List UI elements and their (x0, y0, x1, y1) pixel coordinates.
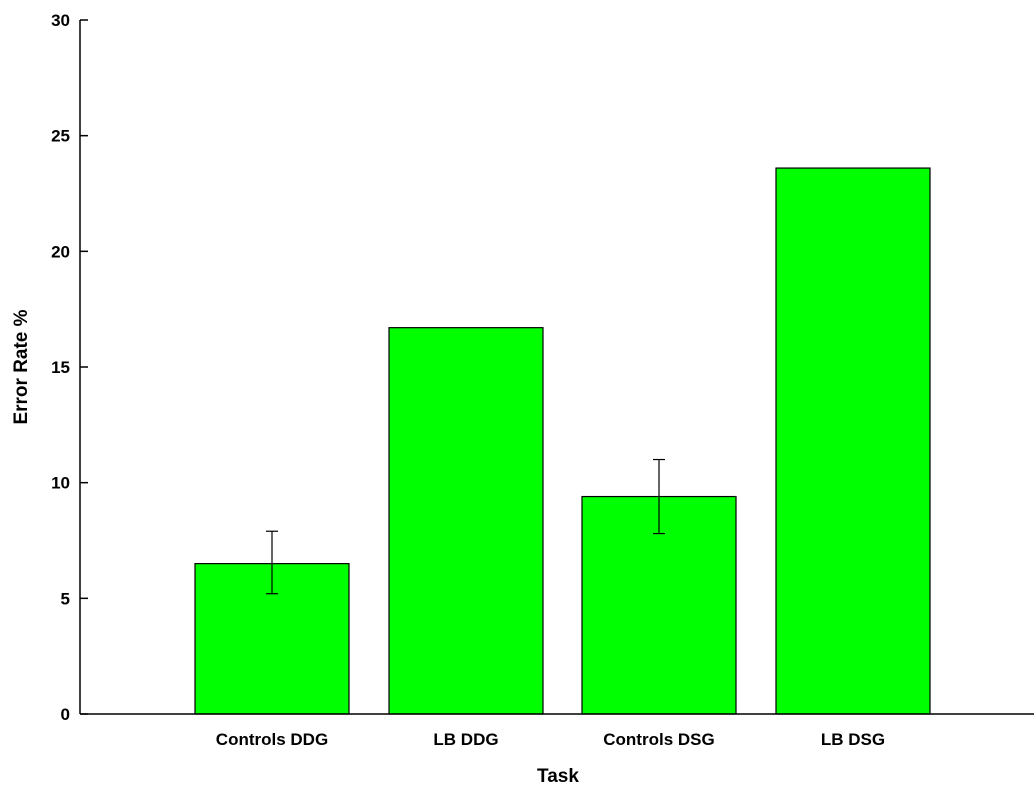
bar (775, 167, 931, 715)
y-axis-title: Error Rate % (11, 309, 32, 424)
x-category-label: LB DSG (821, 730, 885, 749)
error-bars-layer (266, 458, 665, 595)
x-category-label: Controls DSG (603, 730, 714, 749)
bars-layer (194, 167, 931, 715)
y-tick-label: 5 (61, 589, 70, 608)
y-tick-label: 10 (51, 474, 70, 493)
y-ticks-layer: 0 5 10 15 20 25 30 (51, 11, 88, 724)
x-category-label: Controls DDG (216, 730, 328, 749)
bar (388, 327, 544, 715)
x-axis-title: Task (537, 766, 579, 785)
x-labels-layer: Controls DDG LB DDG Controls DSG LB DSG (216, 730, 885, 749)
x-category-label: LB DDG (433, 730, 498, 749)
y-tick-label: 30 (51, 11, 70, 30)
y-tick-label: 15 (51, 358, 70, 377)
y-tick-label: 20 (51, 242, 70, 261)
y-tick-label: 25 (51, 127, 70, 146)
y-tick-label: 0 (61, 705, 70, 724)
